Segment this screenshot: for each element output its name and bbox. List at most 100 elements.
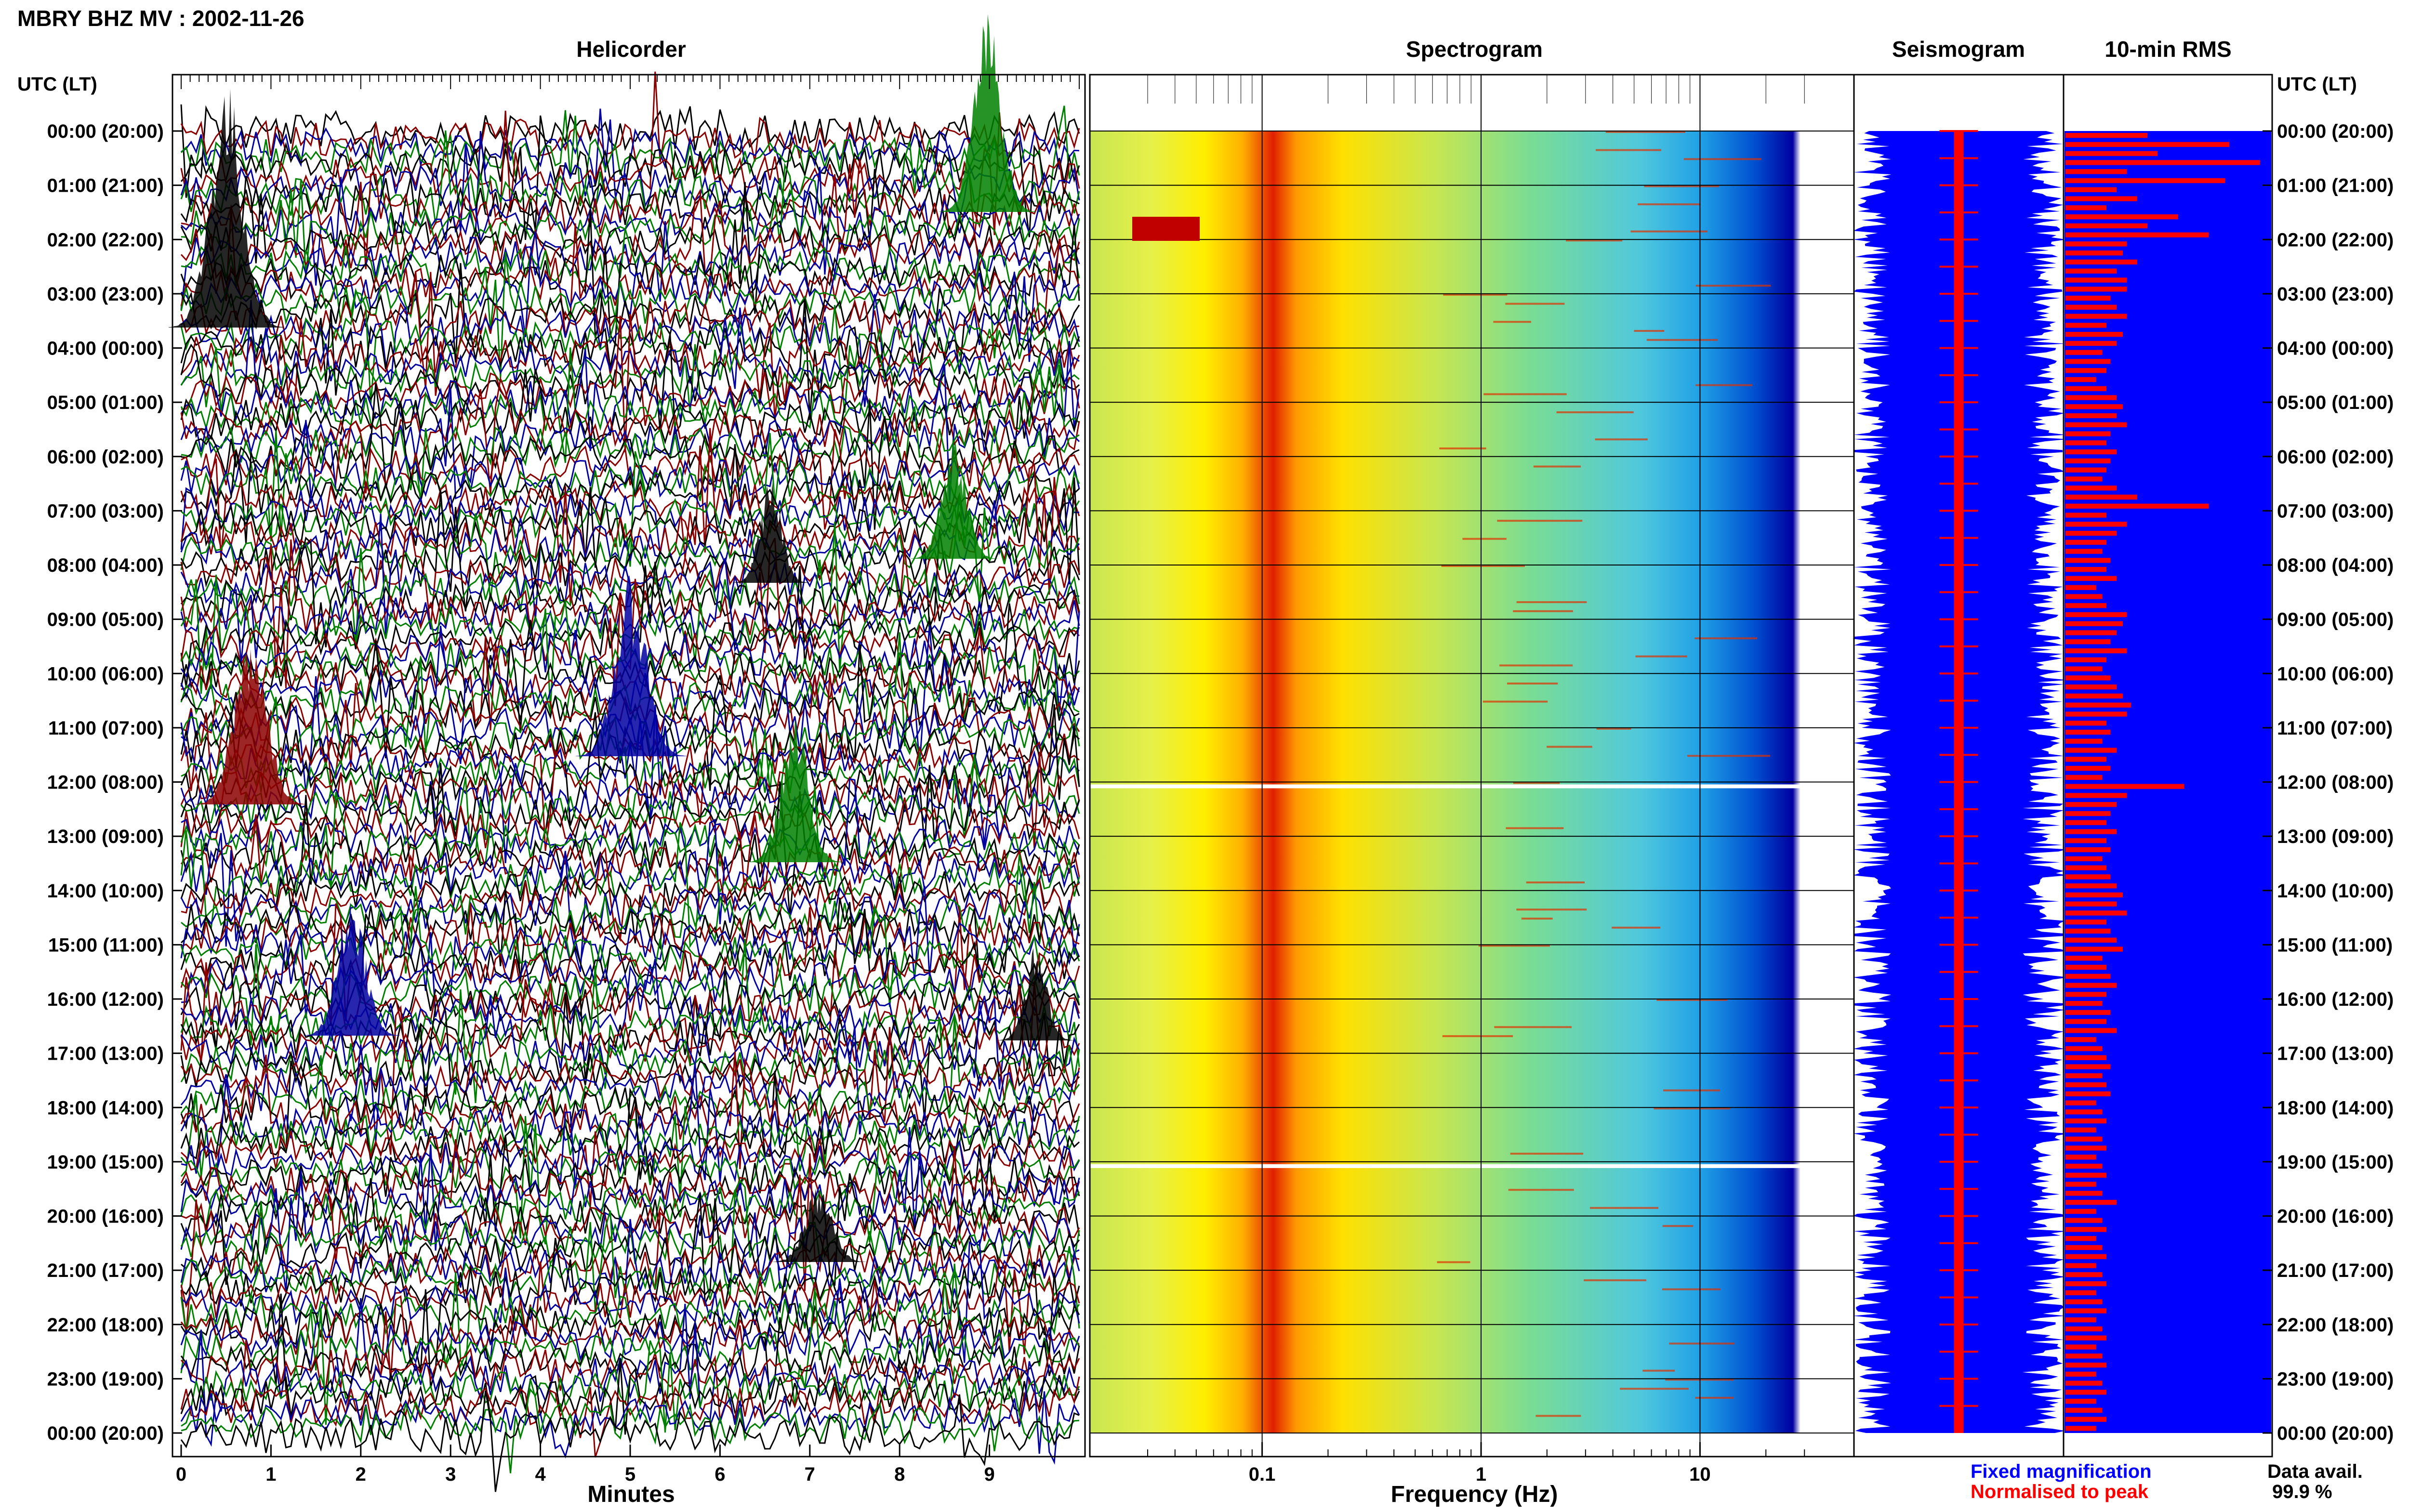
spectrogram-plot: [1090, 75, 1854, 1457]
rms-bar: [2065, 865, 2106, 870]
rms-bar: [2065, 259, 2137, 265]
rms-bar: [2065, 1037, 2096, 1042]
spectrogram-streak: [1595, 149, 1662, 151]
rms-bar: [2065, 738, 2103, 744]
rms-bar: [2065, 1100, 2096, 1105]
helicorder-trace: [181, 108, 1080, 223]
spectrogram-streak: [1516, 601, 1587, 604]
rms-bar: [2065, 323, 2106, 328]
data-avail-value: 99.9 %: [2272, 1481, 2332, 1502]
rms-bar: [2065, 1371, 2096, 1377]
helicorder-trace: [180, 1022, 1080, 1142]
rms-bar: [2065, 639, 2111, 644]
rms-bar: [2065, 901, 2117, 907]
spectrogram-streak: [1654, 1107, 1731, 1110]
spectrogram-streak: [1695, 285, 1771, 287]
helicorder-trace: [181, 903, 1080, 999]
rms-bar: [2065, 377, 2096, 382]
helicorder-trace: [180, 251, 1080, 378]
rms-bar: [2065, 386, 2106, 391]
rms-bar: [2065, 277, 2127, 283]
rms-title: 10-min RMS: [2105, 37, 2231, 62]
helicorder-trace: [180, 291, 1080, 413]
rms-bar: [2065, 160, 2260, 165]
helicorder-trace: [180, 763, 1080, 864]
rms-bar: [2065, 847, 2111, 853]
panel-frames: [172, 74, 2273, 1458]
spectrogram-streak: [1634, 329, 1665, 332]
helicorder-trace: [180, 1390, 1080, 1492]
time-label-right: 20:00 (16:00): [2277, 1206, 2394, 1227]
helicorder-event: [732, 482, 809, 583]
helicorder-trace: [180, 223, 1080, 336]
rms-bar: [2065, 422, 2127, 427]
helicorder-trace: [180, 1359, 1080, 1435]
time-axis-labels: 00:00 (20:00) 00:00 (20:00) 01:00 (21:00) 0…: [47, 121, 2394, 1444]
helicorder-trace: [180, 175, 1080, 314]
rms-bar: [2065, 657, 2106, 663]
spectrogram-streak: [1656, 999, 1728, 1001]
spectrogram-streak: [1533, 465, 1581, 468]
spectrogram-streak: [1443, 293, 1508, 296]
rms-bar: [2065, 142, 2229, 147]
station-title: MBRY BHZ MV : 2002-11-26: [17, 6, 304, 31]
rms-bar: [2065, 1019, 2106, 1024]
rms-bar: [2065, 784, 2184, 789]
spectrogram-streak: [1439, 447, 1486, 449]
time-label-left: 16:00 (12:00): [47, 989, 164, 1010]
spectrogram-streak: [1547, 746, 1592, 748]
time-label-left: 11:00 (07:00): [48, 718, 164, 739]
rms-bar: [2065, 1209, 2096, 1214]
spectrogram-streak: [1669, 1342, 1735, 1345]
helicorder-trace: [181, 1376, 1080, 1473]
helicorder-trace: [180, 886, 1080, 1007]
rms-bar: [2065, 178, 2225, 184]
rms-bar: [2065, 775, 2103, 780]
rms-bar: [2065, 820, 2106, 825]
legend-fixed-magnification: Fixed magnification: [1971, 1461, 2152, 1482]
time-label-right: 15:00 (11:00): [2277, 934, 2393, 956]
rms-bar: [2065, 1272, 2103, 1277]
rms-bar: [2065, 1118, 2106, 1124]
rms-bar: [2065, 883, 2117, 889]
helicorder-event: [997, 948, 1074, 1040]
rms-bar: [2065, 973, 2111, 979]
spectrogram-streak: [1595, 438, 1648, 441]
spectrogram-streak: [1513, 610, 1573, 612]
helicorder-trace: [180, 1361, 1080, 1465]
helicorder-trace: [181, 778, 1080, 872]
spectrogram-streak: [1590, 1207, 1658, 1209]
time-label-left: 04:00 (00:00): [47, 338, 164, 359]
minutes-tick-label: 9: [984, 1464, 994, 1485]
rms-bar: [2065, 729, 2111, 735]
helicorder-event: [940, 14, 1036, 212]
time-label-right: 05:00 (01:00): [2277, 392, 2394, 413]
rms-bar: [2065, 331, 2123, 337]
rms-bar: [2065, 693, 2123, 699]
rms-bar: [2065, 413, 2117, 419]
rms-bar: [2065, 1172, 2106, 1178]
rms-bar: [2065, 549, 2103, 554]
minutes-axis-label: Minutes: [587, 1482, 675, 1507]
time-label-left: 12:00 (08:00): [47, 772, 164, 793]
spectrogram-streak: [1596, 727, 1631, 730]
rms-bar: [2065, 947, 2123, 952]
rms-bar: [2065, 350, 2103, 355]
helicorder-trace: [180, 210, 1080, 347]
rms-bar: [2065, 151, 2158, 156]
helicorder-trace: [180, 1135, 1080, 1232]
spectrogram-streak: [1521, 918, 1553, 920]
helicorder-trace: [180, 1052, 1080, 1170]
helicorder-trace: [180, 897, 1080, 996]
time-label-right: 21:00 (17:00): [2277, 1260, 2394, 1281]
rms-bar: [2065, 1227, 2106, 1232]
spectrogram-streak: [1510, 1153, 1584, 1155]
rms-bar: [2065, 458, 2111, 464]
rms-bar: [2065, 1390, 2106, 1395]
minutes-tick-label: 2: [356, 1464, 366, 1485]
rms-bar: [2065, 513, 2106, 518]
spectrogram-streak: [1663, 1089, 1720, 1091]
legend-normalised-to-peak: Normalised to peak: [1971, 1481, 2149, 1502]
helicorder-trace: [180, 1376, 1080, 1458]
